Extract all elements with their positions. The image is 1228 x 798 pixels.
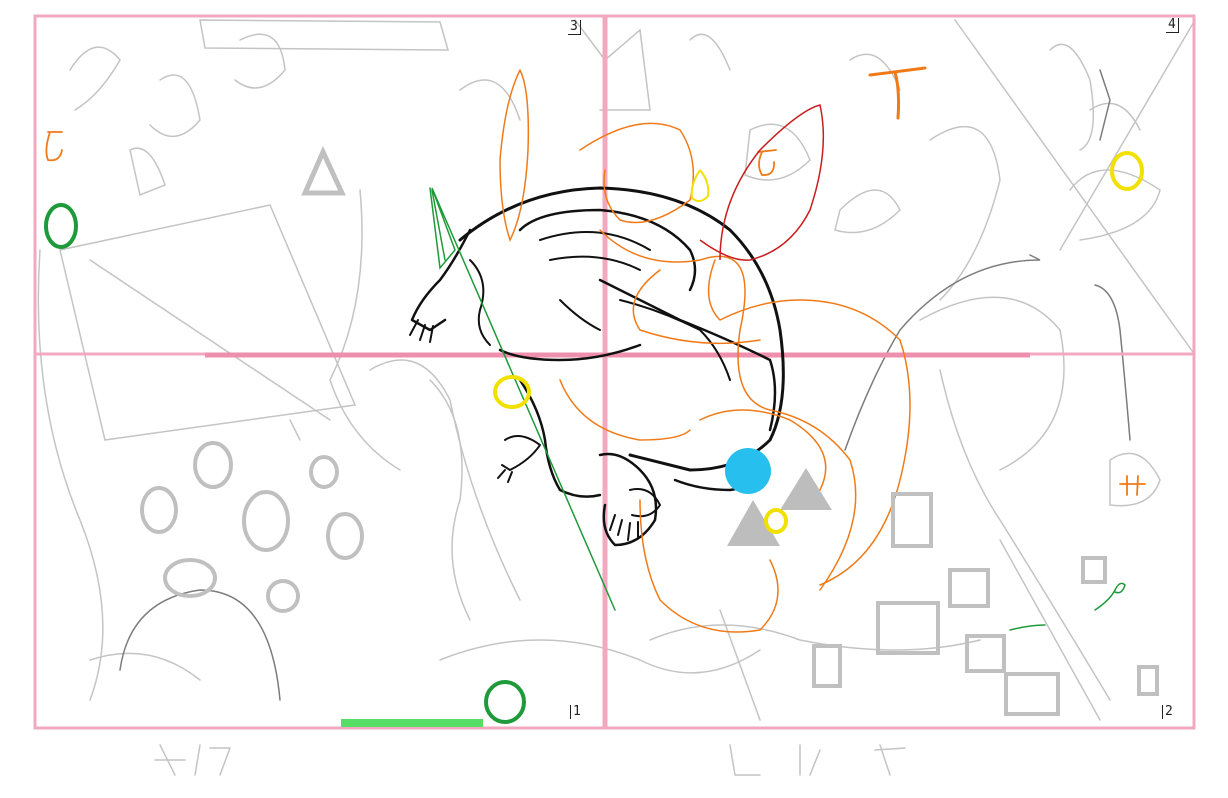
gray-triangles: [301, 145, 832, 546]
quadrant-4[interactable]: [604, 14, 1196, 356]
quadrant-label-2: 2: [1162, 705, 1175, 719]
quadrant-label-1: 1: [570, 705, 583, 719]
quadrant-label-3: 3: [568, 20, 581, 35]
yellow-drop: [690, 169, 710, 202]
orange-strokes: [45, 66, 1146, 633]
triangle-solid-b[interactable]: [727, 500, 780, 546]
gray-ellipses[interactable]: [140, 441, 364, 613]
triangle-outline[interactable]: [301, 145, 346, 196]
curled-figure-icon[interactable]: [409, 186, 785, 547]
progress-bar: [341, 719, 483, 727]
yellow-rings[interactable]: [493, 151, 1144, 534]
gray-squares[interactable]: [812, 492, 1159, 716]
quadrant-label-4: 4: [1166, 18, 1179, 33]
triangle-solid-a[interactable]: [780, 468, 832, 510]
progress-fill: [341, 719, 483, 727]
quadrant-grid: [33, 14, 1196, 730]
quadrant-2[interactable]: [604, 352, 1196, 730]
quadrant-3[interactable]: [33, 14, 606, 356]
green-strokes: [429, 187, 1126, 631]
red-stroke: [699, 104, 825, 261]
green-circles[interactable]: [44, 203, 526, 724]
gray-strokes: [119, 69, 1131, 701]
background-sketches: [37, 19, 1196, 776]
blue-dot-icon[interactable]: [725, 448, 771, 494]
